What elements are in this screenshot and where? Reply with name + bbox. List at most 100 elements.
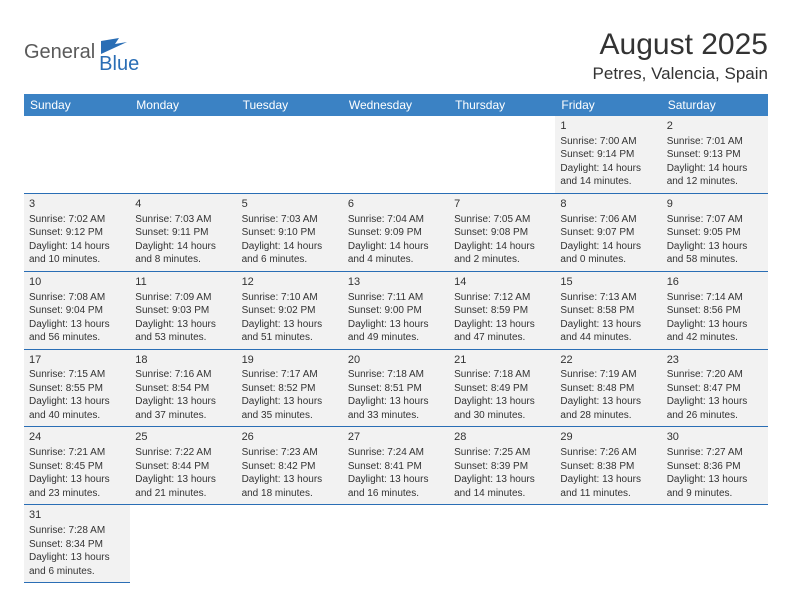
empty-cell (343, 116, 449, 193)
day-info-line: Daylight: 13 hours (29, 395, 125, 409)
day-info-line: Daylight: 13 hours (135, 318, 231, 332)
day-cell: 14Sunrise: 7:12 AMSunset: 8:59 PMDayligh… (449, 271, 555, 349)
day-info-line: Daylight: 13 hours (242, 473, 338, 487)
day-info-line: Sunrise: 7:07 AM (667, 213, 763, 227)
day-info: Sunrise: 7:21 AMSunset: 8:45 PMDaylight:… (29, 446, 125, 500)
day-cell: 22Sunrise: 7:19 AMSunset: 8:48 PMDayligh… (555, 349, 661, 427)
day-cell: 3Sunrise: 7:02 AMSunset: 9:12 PMDaylight… (24, 193, 130, 271)
day-info-line: Sunset: 9:02 PM (242, 304, 338, 318)
day-number: 20 (348, 353, 444, 368)
day-info-line: Daylight: 14 hours (560, 162, 656, 176)
day-cell: 21Sunrise: 7:18 AMSunset: 8:49 PMDayligh… (449, 349, 555, 427)
day-number: 10 (29, 275, 125, 290)
day-info-line: Sunrise: 7:03 AM (242, 213, 338, 227)
day-cell: 18Sunrise: 7:16 AMSunset: 8:54 PMDayligh… (130, 349, 236, 427)
day-info: Sunrise: 7:02 AMSunset: 9:12 PMDaylight:… (29, 213, 125, 267)
day-number: 27 (348, 430, 444, 445)
day-info-line: and 35 minutes. (242, 409, 338, 423)
day-info-line: Daylight: 13 hours (135, 473, 231, 487)
day-cell: 29Sunrise: 7:26 AMSunset: 8:38 PMDayligh… (555, 427, 661, 505)
day-info-line: Daylight: 13 hours (454, 473, 550, 487)
day-number: 8 (560, 197, 656, 212)
empty-cell (130, 505, 236, 583)
day-number: 3 (29, 197, 125, 212)
day-info: Sunrise: 7:03 AMSunset: 9:11 PMDaylight:… (135, 213, 231, 267)
day-info-line: Sunrise: 7:05 AM (454, 213, 550, 227)
day-info-line: Sunrise: 7:00 AM (560, 135, 656, 149)
day-info-line: Sunrise: 7:19 AM (560, 368, 656, 382)
day-info-line: Sunset: 9:09 PM (348, 226, 444, 240)
day-info: Sunrise: 7:05 AMSunset: 9:08 PMDaylight:… (454, 213, 550, 267)
empty-cell (130, 116, 236, 193)
day-number: 9 (667, 197, 763, 212)
calendar-head: SundayMondayTuesdayWednesdayThursdayFrid… (24, 94, 768, 116)
day-number: 12 (242, 275, 338, 290)
day-info-line: and 28 minutes. (560, 409, 656, 423)
day-info-line: Sunset: 9:11 PM (135, 226, 231, 240)
day-info-line: Sunset: 9:00 PM (348, 304, 444, 318)
day-cell: 31Sunrise: 7:28 AMSunset: 8:34 PMDayligh… (24, 505, 130, 583)
day-cell: 2Sunrise: 7:01 AMSunset: 9:13 PMDaylight… (662, 116, 768, 193)
day-info-line: Daylight: 13 hours (135, 395, 231, 409)
day-info-line: Daylight: 13 hours (667, 473, 763, 487)
day-number: 25 (135, 430, 231, 445)
day-info-line: Daylight: 13 hours (454, 318, 550, 332)
day-number: 22 (560, 353, 656, 368)
day-number: 28 (454, 430, 550, 445)
day-info-line: and 14 minutes. (560, 175, 656, 189)
day-header: Monday (130, 94, 236, 116)
day-info-line: Sunset: 8:54 PM (135, 382, 231, 396)
week-row: 1Sunrise: 7:00 AMSunset: 9:14 PMDaylight… (24, 116, 768, 193)
day-info-line: Sunset: 8:34 PM (29, 538, 125, 552)
day-info-line: and 44 minutes. (560, 331, 656, 345)
day-info-line: and 30 minutes. (454, 409, 550, 423)
day-cell: 9Sunrise: 7:07 AMSunset: 9:05 PMDaylight… (662, 193, 768, 271)
header: General Blue August 2025 Petres, Valenci… (24, 28, 768, 84)
day-info-line: Sunset: 8:52 PM (242, 382, 338, 396)
day-info: Sunrise: 7:16 AMSunset: 8:54 PMDaylight:… (135, 368, 231, 422)
day-info-line: Daylight: 13 hours (348, 473, 444, 487)
day-info-line: Sunset: 8:55 PM (29, 382, 125, 396)
logo: General Blue (24, 28, 167, 67)
location: Petres, Valencia, Spain (593, 64, 768, 84)
day-number: 23 (667, 353, 763, 368)
day-info: Sunrise: 7:01 AMSunset: 9:13 PMDaylight:… (667, 135, 763, 189)
day-info-line: Sunrise: 7:17 AM (242, 368, 338, 382)
day-info-line: Sunrise: 7:25 AM (454, 446, 550, 460)
day-info-line: Daylight: 14 hours (29, 240, 125, 254)
day-info-line: and 16 minutes. (348, 487, 444, 501)
day-info-line: Daylight: 14 hours (454, 240, 550, 254)
day-info-line: and 12 minutes. (667, 175, 763, 189)
day-info-line: Sunset: 8:38 PM (560, 460, 656, 474)
day-number: 31 (29, 508, 125, 523)
day-info: Sunrise: 7:00 AMSunset: 9:14 PMDaylight:… (560, 135, 656, 189)
day-header: Sunday (24, 94, 130, 116)
calendar-table: SundayMondayTuesdayWednesdayThursdayFrid… (24, 94, 768, 583)
day-info-line: and 10 minutes. (29, 253, 125, 267)
day-header: Wednesday (343, 94, 449, 116)
week-row: 17Sunrise: 7:15 AMSunset: 8:55 PMDayligh… (24, 349, 768, 427)
empty-cell (449, 505, 555, 583)
day-info-line: Sunrise: 7:18 AM (348, 368, 444, 382)
day-info-line: Sunrise: 7:10 AM (242, 291, 338, 305)
day-info: Sunrise: 7:28 AMSunset: 8:34 PMDaylight:… (29, 524, 125, 578)
day-info-line: and 26 minutes. (667, 409, 763, 423)
empty-cell (237, 116, 343, 193)
day-info-line: Sunset: 8:47 PM (667, 382, 763, 396)
day-cell: 12Sunrise: 7:10 AMSunset: 9:02 PMDayligh… (237, 271, 343, 349)
week-row: 10Sunrise: 7:08 AMSunset: 9:04 PMDayligh… (24, 271, 768, 349)
day-info: Sunrise: 7:24 AMSunset: 8:41 PMDaylight:… (348, 446, 444, 500)
day-info-line: Sunrise: 7:08 AM (29, 291, 125, 305)
day-info-line: Sunrise: 7:21 AM (29, 446, 125, 460)
day-info-line: and 2 minutes. (454, 253, 550, 267)
day-number: 29 (560, 430, 656, 445)
day-info-line: Sunset: 8:48 PM (560, 382, 656, 396)
logo-text-blue: Blue (99, 53, 139, 76)
day-cell: 6Sunrise: 7:04 AMSunset: 9:09 PMDaylight… (343, 193, 449, 271)
day-info-line: and 0 minutes. (560, 253, 656, 267)
week-row: 24Sunrise: 7:21 AMSunset: 8:45 PMDayligh… (24, 427, 768, 505)
day-cell: 28Sunrise: 7:25 AMSunset: 8:39 PMDayligh… (449, 427, 555, 505)
day-info-line: Daylight: 13 hours (560, 395, 656, 409)
day-info-line: Daylight: 13 hours (242, 395, 338, 409)
day-number: 13 (348, 275, 444, 290)
